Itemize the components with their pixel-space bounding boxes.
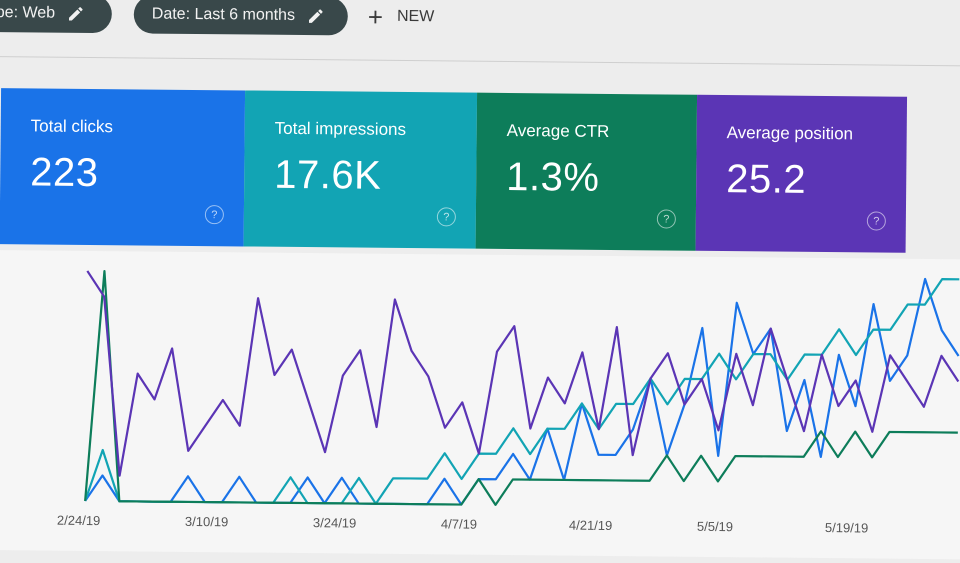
metric-label: Average position	[726, 123, 854, 144]
metric-card-total-clicks[interactable]: Total clicks 223 ?	[0, 88, 246, 247]
type-filter-label: ype: Web	[0, 3, 56, 22]
type-filter-chip[interactable]: ype: Web	[0, 0, 112, 34]
metric-label: Average CTR	[506, 120, 610, 141]
metric-value: 25.2	[726, 157, 807, 202]
new-filter-button[interactable]: + NEW	[368, 0, 435, 36]
metric-card-total-impressions[interactable]: Total impressions 17.6K ?	[243, 90, 478, 249]
x-tick-label: 4/21/19	[569, 518, 613, 533]
metric-value: 223	[30, 150, 99, 196]
metric-value: 1.3%	[506, 154, 600, 200]
metric-label: Total clicks	[30, 116, 114, 137]
series-line-3	[86, 270, 960, 477]
help-icon[interactable]: ?	[436, 207, 456, 227]
x-tick-label: 3/24/19	[313, 515, 357, 530]
pencil-icon[interactable]	[307, 7, 325, 25]
filter-toolbar: ype: Web Date: Last 6 months + NEW	[0, 0, 960, 72]
x-tick-label: 5/5/19	[697, 519, 733, 534]
date-filter-label: Date: Last 6 months	[151, 5, 296, 24]
x-tick-label: 4/7/19	[441, 516, 477, 531]
metric-value: 17.6K	[274, 152, 382, 198]
date-filter-chip[interactable]: Date: Last 6 months	[133, 0, 348, 36]
series-line-0	[84, 277, 960, 506]
new-filter-label: NEW	[396, 7, 435, 26]
series-line-1	[84, 278, 960, 505]
metric-card-average-position[interactable]: Average position 25.2 ?	[695, 94, 908, 253]
performance-line-chart[interactable]: 2/24/19 3/10/19 3/24/19 4/7/19 4/21/19 5/5/19…	[0, 250, 960, 559]
help-icon[interactable]: ?	[656, 209, 676, 229]
metric-cards: Total clicks 223 ? Total impressions 17.…	[0, 88, 908, 253]
help-icon[interactable]: ?	[204, 205, 224, 225]
x-tick-label: 2/24/19	[57, 513, 101, 528]
metric-label: Total impressions	[274, 118, 407, 139]
pencil-icon[interactable]	[67, 5, 85, 23]
series-line-2	[84, 270, 958, 506]
help-icon[interactable]: ?	[866, 211, 886, 231]
metric-card-average-ctr[interactable]: Average CTR 1.3% ?	[475, 92, 698, 251]
plus-icon: +	[367, 1, 384, 32]
x-tick-label: 5/19/19	[825, 520, 869, 535]
performance-chart-panel: 2/24/19 3/10/19 3/24/19 4/7/19 4/21/19 5/5/19…	[0, 250, 960, 560]
x-tick-label: 3/10/19	[185, 514, 229, 529]
toolbar-divider	[0, 55, 960, 67]
